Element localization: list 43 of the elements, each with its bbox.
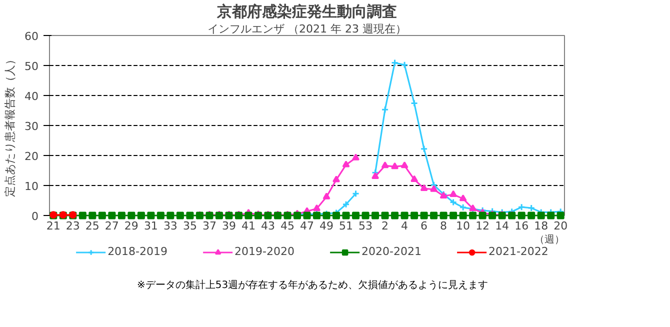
- y-tick-label: 30: [24, 120, 39, 133]
- y-tick-label: 0: [32, 210, 38, 223]
- x-tick-label: 27: [104, 220, 119, 232]
- x-tick-label: 2: [382, 220, 389, 232]
- legend-label: 2021-2022: [488, 245, 548, 258]
- y-tick-label: 20: [24, 150, 39, 163]
- text: ※データの集計上53週が存在する年があるため、欠損値があるように見えます: [136, 279, 488, 292]
- y-axis-title: 定点あたり患者報告数（人）: [4, 54, 17, 197]
- y-tick-label: 40: [24, 90, 39, 103]
- y-tick-label: 10: [24, 180, 39, 193]
- x-tick-label: 23: [66, 220, 80, 232]
- x-tick-label: 29: [124, 220, 138, 232]
- legend-label: 2018-2019: [108, 245, 168, 258]
- y-tick-label: 50: [24, 60, 39, 73]
- y-tick-label: 60: [24, 30, 39, 43]
- x-tick-label: 12: [476, 220, 490, 232]
- x-tick-label: 35: [182, 220, 197, 232]
- x-tick-label: 41: [241, 220, 256, 232]
- x-tick-label: 8: [440, 220, 448, 232]
- x-tick-label: 43: [260, 220, 275, 232]
- x-axis-title: （週）: [534, 234, 564, 246]
- x-tick-label: 33: [163, 220, 178, 232]
- x-tick-label: 47: [300, 220, 314, 232]
- x-tick-label: 37: [202, 220, 216, 232]
- x-tick-label: 31: [144, 220, 158, 232]
- x-tick-label: 21: [46, 220, 60, 232]
- legend-label: 2019-2020: [234, 245, 294, 258]
- legend-label: 2020-2021: [362, 245, 422, 258]
- x-tick-label: 39: [222, 220, 236, 232]
- x-tick-label: 53: [358, 220, 373, 232]
- x-tick-label: 18: [534, 220, 548, 232]
- x-tick-label: 16: [514, 220, 529, 232]
- x-tick-label: 10: [456, 220, 470, 232]
- x-tick-label: 45: [280, 220, 294, 232]
- x-tick-label: 49: [320, 220, 334, 232]
- chart-subtitle: インフルエンザ （2021 年 23 週現在）: [208, 22, 406, 36]
- x-tick-label: 25: [85, 220, 100, 232]
- x-tick-label: 20: [554, 220, 568, 232]
- chart-title: 京都府感染症発生動向調査: [216, 2, 397, 20]
- x-tick-label: 6: [420, 220, 428, 232]
- x-tick-label: 14: [495, 220, 510, 232]
- x-tick-label: 4: [401, 220, 408, 232]
- x-tick-label: 51: [339, 220, 354, 232]
